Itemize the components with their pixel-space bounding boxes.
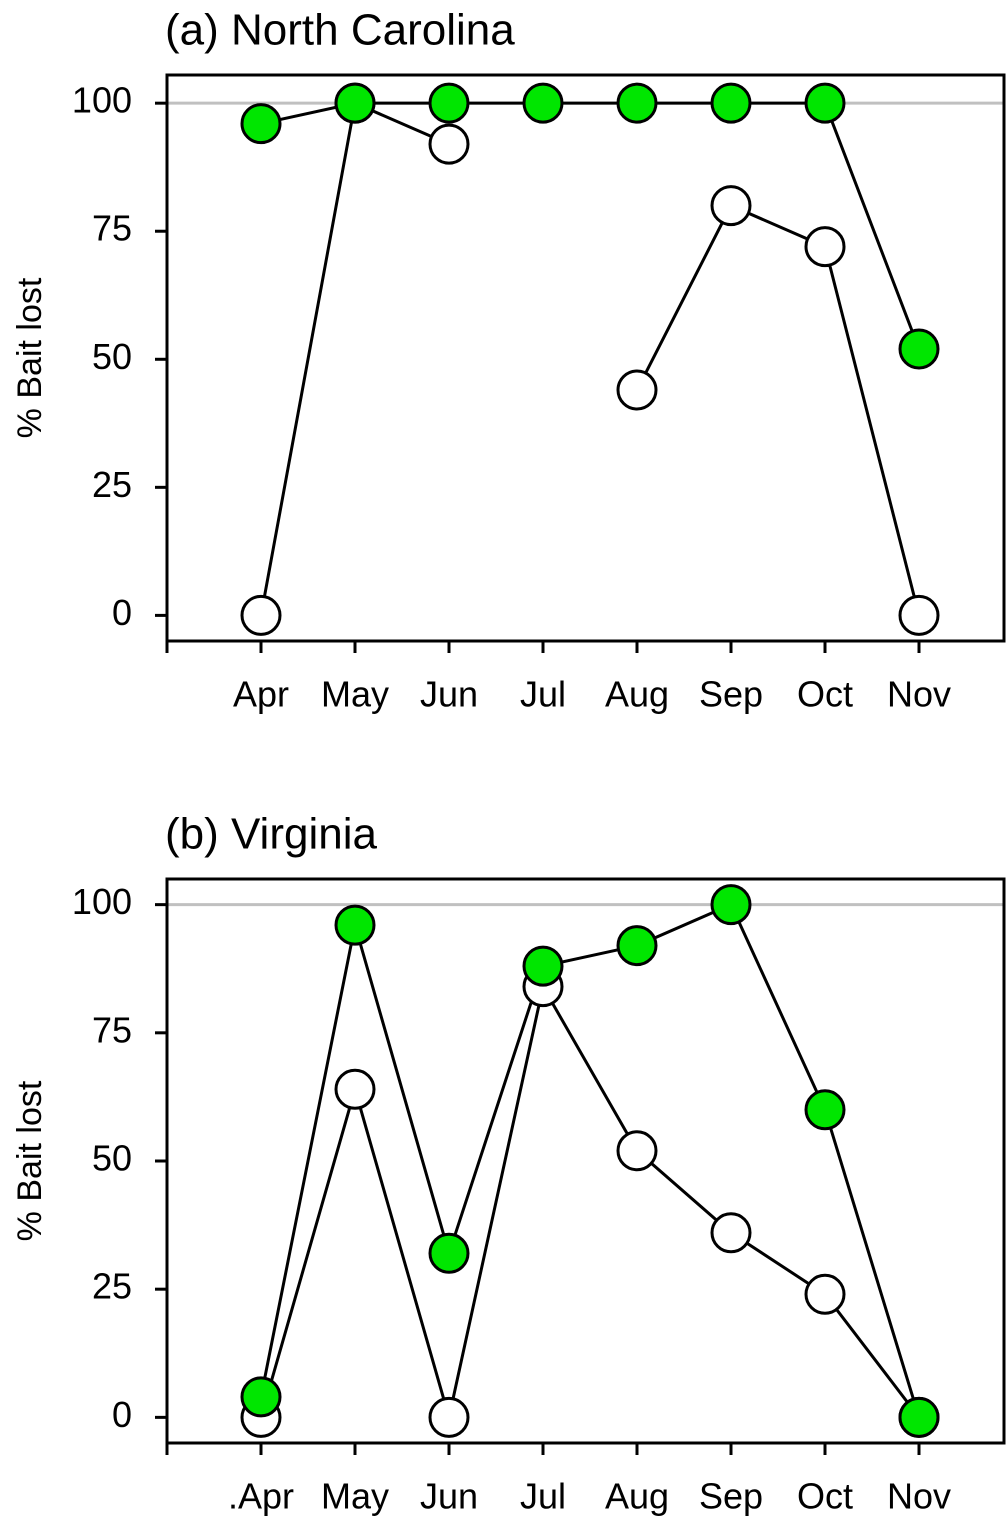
- x-tick-label: Aug: [605, 674, 669, 715]
- y-tick-label: 100: [72, 80, 132, 121]
- x-tick-label: Nov: [887, 674, 951, 715]
- x-tick-label: Jul: [520, 674, 566, 715]
- x-tick-label: Oct: [797, 1476, 853, 1517]
- y-tick-label: 0: [112, 592, 132, 633]
- data-point: [710, 185, 752, 227]
- data-point: [240, 103, 282, 145]
- x-tick-label: May: [321, 1476, 389, 1517]
- data-point: [428, 1396, 470, 1438]
- data-point: [428, 123, 470, 165]
- x-tick-label: Jul: [520, 1476, 566, 1517]
- y-tick-label: 100: [72, 881, 132, 922]
- data-point: [522, 945, 564, 987]
- x-tick-label: Apr: [233, 674, 289, 715]
- y-tick-label: 75: [92, 208, 132, 249]
- x-tick-label: Jun: [420, 674, 478, 715]
- plot-frame: [165, 877, 1006, 1445]
- data-point: [898, 328, 940, 370]
- x-tick-label: Aug: [605, 1476, 669, 1517]
- panel-title: (b) Virginia: [165, 810, 377, 859]
- plot-frame: [165, 73, 1006, 643]
- data-point: [898, 1396, 940, 1438]
- data-point: [804, 82, 846, 124]
- y-tick-label: 25: [92, 464, 132, 505]
- data-point: [710, 82, 752, 124]
- data-point: [804, 1089, 846, 1131]
- y-axis-label: % Bait lost: [11, 1080, 49, 1241]
- data-point: [334, 1068, 376, 1110]
- data-point: [804, 1273, 846, 1315]
- y-tick-label: 75: [92, 1009, 132, 1050]
- data-point: [616, 1130, 658, 1172]
- data-point: [428, 82, 470, 124]
- series-line: [260, 101, 921, 350]
- x-tick-label: Sep: [699, 1476, 763, 1517]
- data-point: [898, 594, 940, 636]
- data-point: [334, 82, 376, 124]
- x-tick-label: May: [321, 674, 389, 715]
- data-point: [616, 82, 658, 124]
- data-point: [804, 226, 846, 268]
- data-point: [240, 1376, 282, 1418]
- x-tick-label: Oct: [797, 674, 853, 715]
- data-point: [616, 369, 658, 411]
- data-point: [334, 904, 376, 946]
- data-point: [240, 594, 282, 636]
- y-tick-label: 50: [92, 1138, 132, 1179]
- x-tick-label: Sep: [699, 674, 763, 715]
- y-tick-label: 0: [112, 1394, 132, 1435]
- y-tick-label: 50: [92, 336, 132, 377]
- data-point: [522, 82, 564, 124]
- y-tick-label: 25: [92, 1266, 132, 1307]
- x-tick-label: Nov: [887, 1476, 951, 1517]
- data-point: [710, 1212, 752, 1254]
- series-line: [259, 982, 921, 1419]
- data-point: [616, 925, 658, 967]
- series-line: [259, 101, 921, 616]
- data-point: [710, 884, 752, 926]
- x-tick-label: .Apr: [228, 1476, 294, 1517]
- data-point: [428, 1232, 470, 1274]
- y-axis-label: % Bait lost: [11, 277, 49, 438]
- x-tick-label: Jun: [420, 1476, 478, 1517]
- panel-title: (a) North Carolina: [165, 6, 515, 55]
- series-line: [259, 902, 921, 1418]
